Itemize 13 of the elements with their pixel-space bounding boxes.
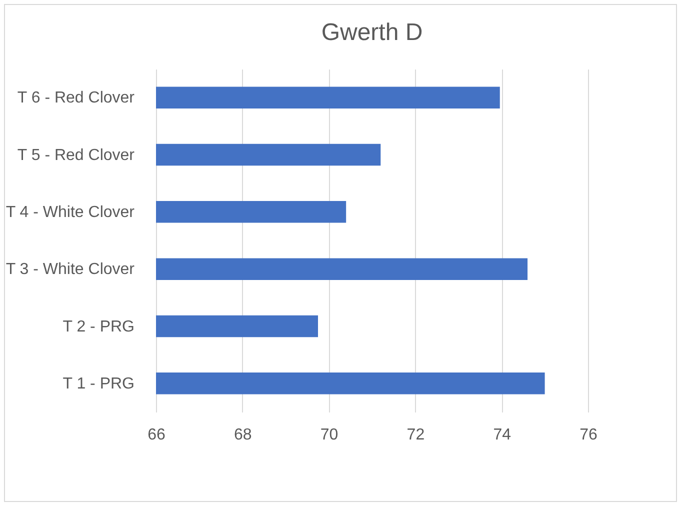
x-tick-label: 72 xyxy=(406,426,425,444)
y-tick-label: T 1 - PRG xyxy=(62,375,134,392)
y-tick-label: T 2 - PRG xyxy=(62,318,134,336)
x-tick-label: 70 xyxy=(320,426,338,444)
x-tick-label: 68 xyxy=(234,426,252,444)
y-tick-label: T 3 - White Clover xyxy=(6,261,136,278)
y-tick-label: T 6 - Red Clover xyxy=(17,90,136,107)
x-tick-label: 66 xyxy=(148,426,166,444)
x-tick-label: 74 xyxy=(493,426,512,444)
x-tick-label: 76 xyxy=(580,426,598,444)
y-tick-label: T 5 - Red Clover xyxy=(17,146,136,164)
y-tick-label: T 4 - White Clover xyxy=(6,204,136,221)
chart-title: Gwerth D xyxy=(321,19,423,46)
